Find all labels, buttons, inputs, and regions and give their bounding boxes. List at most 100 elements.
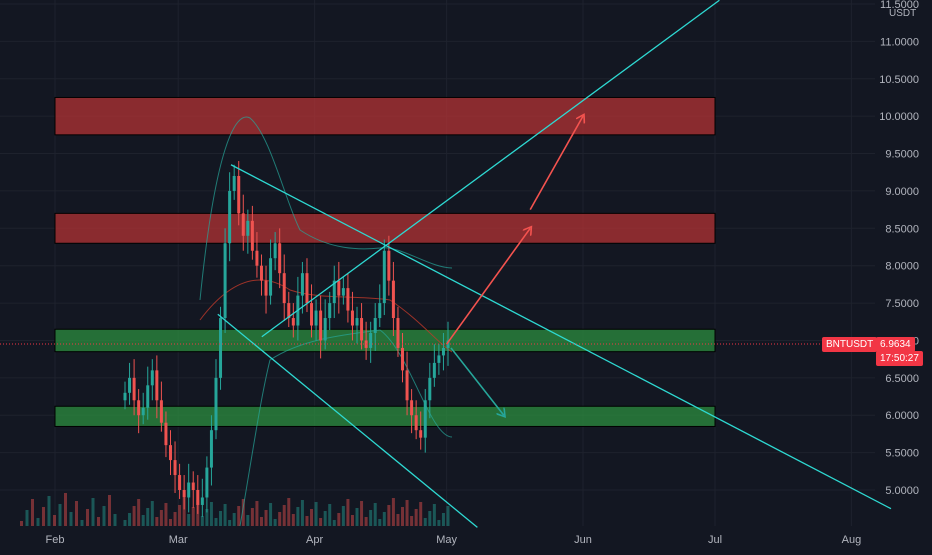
candle-body	[346, 288, 350, 311]
candle-body	[405, 370, 409, 401]
volume-bar	[241, 499, 245, 526]
volume-bar	[423, 518, 427, 526]
volume-bar	[47, 496, 51, 526]
price-tick-label: 5.0000	[885, 485, 919, 497]
volume-bar	[437, 520, 441, 526]
volume-bar	[223, 504, 227, 526]
volume-bar	[250, 508, 254, 526]
bear-arrow	[450, 347, 504, 415]
time-tick-label: Jul	[708, 534, 722, 546]
time-tick-label: Jun	[574, 534, 592, 546]
candle-body	[132, 377, 136, 401]
candle-body	[360, 318, 364, 341]
volume-bar	[159, 510, 163, 526]
volume-bar	[282, 505, 286, 526]
volume-bar	[378, 519, 382, 526]
volume-bar	[69, 512, 73, 526]
candle-body	[146, 385, 150, 408]
time-tick-label: Feb	[46, 534, 65, 546]
candle-body	[196, 490, 200, 505]
candle-body	[355, 318, 359, 326]
candle-body	[305, 273, 309, 304]
price-tick-label: 8.0000	[885, 261, 919, 273]
candle-body	[319, 310, 323, 341]
candle-body	[159, 400, 163, 423]
candle-body	[205, 467, 209, 498]
price-tick-label: 8.5000	[885, 223, 919, 235]
countdown-tag: 17:50:27	[876, 351, 923, 366]
volume-bar	[255, 501, 259, 526]
volume-bar	[401, 507, 405, 526]
price-tick-label: 11.0000	[880, 36, 919, 48]
candle-body	[428, 377, 432, 401]
volume-bar	[355, 508, 359, 526]
candle-body	[187, 482, 191, 498]
candle-body	[264, 280, 268, 296]
volume-bar	[219, 511, 223, 526]
volume-bar	[150, 501, 154, 526]
volume-bar	[350, 515, 354, 526]
bull-2-arrow	[529, 116, 583, 211]
volume-bar	[42, 507, 45, 526]
channel-bottom-line	[217, 313, 478, 528]
volume-bar	[237, 506, 241, 526]
candle-body	[178, 475, 182, 490]
support-zone	[54, 405, 716, 427]
volume-bar	[391, 498, 395, 526]
volume-bar	[246, 515, 250, 526]
candle-body	[401, 347, 405, 371]
time-tick-label: Apr	[306, 534, 323, 546]
candle-body	[259, 265, 263, 281]
volume-bar	[205, 509, 209, 526]
volume-bar	[396, 514, 400, 526]
candle-body	[250, 220, 254, 251]
volume-bar	[20, 521, 23, 526]
volume-bar	[187, 514, 191, 526]
price-tick-label: 9.5000	[885, 149, 919, 161]
volume-bar	[128, 513, 132, 526]
volume-bar	[113, 514, 117, 526]
candle-body	[228, 190, 232, 244]
volume-bar	[310, 509, 314, 526]
volume-bar	[102, 506, 106, 526]
price-axis: 5.00005.50006.00006.50007.00007.50008.00…	[879, 0, 919, 497]
volume-bar	[346, 499, 350, 526]
candle-body	[378, 303, 382, 319]
volume-bar	[405, 500, 409, 526]
volume-bar	[382, 512, 386, 526]
candle-body	[287, 303, 291, 319]
grid	[0, 0, 875, 526]
candle-body	[414, 415, 418, 431]
volume-bar	[305, 516, 309, 526]
candle-body	[437, 355, 441, 363]
upper-band	[199, 116, 453, 301]
candle-body	[241, 213, 245, 236]
time-tick-label: Aug	[842, 534, 862, 546]
last-price-tag: 6.9634	[876, 337, 915, 352]
volume-bar	[209, 502, 213, 526]
volume-bar	[432, 504, 436, 526]
volume-bar	[182, 498, 186, 526]
candle-body	[237, 175, 241, 214]
candle-body	[369, 332, 373, 348]
volume-bar	[319, 518, 323, 526]
volume-bar	[132, 506, 136, 526]
price-tick-label: 10.0000	[879, 111, 919, 123]
arrows	[445, 116, 583, 415]
volume-bar	[64, 493, 67, 526]
volume-bar	[369, 510, 373, 526]
resistance-zone	[54, 96, 716, 136]
candle-body	[341, 288, 345, 296]
volume-bar	[137, 499, 141, 526]
volume-bar	[178, 505, 182, 526]
volume-bar	[300, 500, 304, 526]
price-tick-label: 5.5000	[885, 448, 919, 460]
volume-bar	[232, 513, 236, 526]
volume-bar	[291, 514, 295, 526]
candle-body	[219, 318, 223, 378]
candle-body	[396, 318, 400, 348]
volume-bar	[314, 502, 318, 526]
candle-body	[182, 490, 186, 498]
